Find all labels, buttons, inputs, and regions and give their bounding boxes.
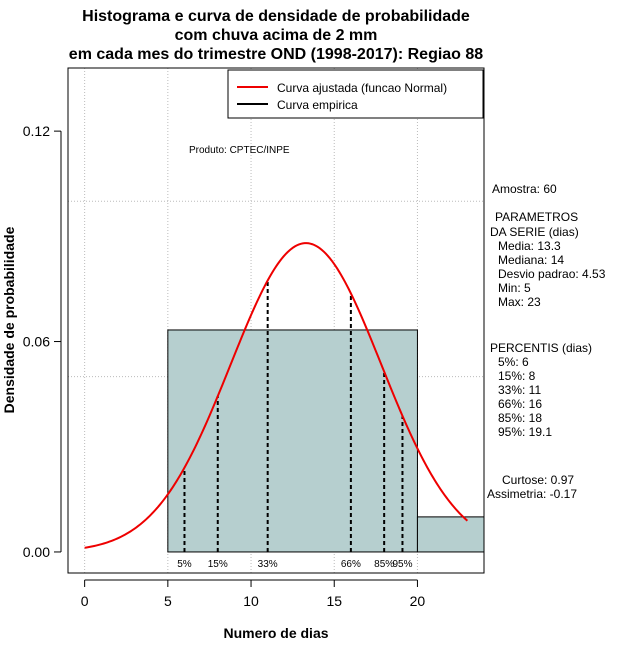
x-tick-label: 15 (326, 593, 342, 609)
param-item: Mediana: 14 (498, 253, 564, 267)
percentile-labels: 5% 15% 33% 66% 85%95% (177, 559, 412, 570)
x-tick-label: 0 (81, 593, 89, 609)
normal-curve (84, 242, 469, 549)
y-tick-label: 0.12 (23, 123, 50, 139)
x-tick-label: 5 (164, 593, 172, 609)
percentil-item: 66%: 16 (498, 397, 542, 411)
curtose: Curtose: 0.97 (502, 473, 574, 487)
params-subtitle: DA SERIE (dias) (490, 225, 579, 239)
percentis-title: PERCENTIS (dias) (490, 341, 592, 355)
y-tick-label: 0.06 (23, 334, 50, 350)
x-tick-label: 20 (410, 593, 426, 609)
param-item: Max: 23 (498, 295, 541, 309)
sample-size: Amostra: 60 (492, 182, 557, 196)
percentile-label: 66% (341, 559, 361, 570)
param-item: Min: 5 (498, 281, 531, 295)
x-tick-label: 10 (243, 593, 259, 609)
axes: 0 5 10 15 20 0.00 0.06 0.12 Numero de dias Densid… (1, 123, 425, 641)
legend-entry: Curva ajustada (funcao Normal) (277, 81, 447, 95)
param-item: Media: 13.3 (498, 239, 561, 253)
histogram-bars (167, 329, 485, 553)
param-item: Desvio padrao: 4.53 (498, 267, 606, 281)
percentil-item: 33%: 11 (498, 383, 541, 397)
percentil-item: 95%: 19.1 (498, 425, 552, 439)
percentile-label: 15% (208, 559, 228, 570)
percentil-item: 85%: 18 (498, 411, 542, 425)
legend: Curva ajustada (funcao Normal) Curva empi… (227, 69, 484, 119)
legend-entry: Curva empirica (277, 98, 358, 112)
title-line: com chuva acima de 2 mm (175, 27, 378, 44)
product-note: Produto: CPTEC/INPE (189, 145, 290, 156)
histogram-bar (167, 329, 418, 553)
plot-frame (67, 67, 485, 574)
percentil-item: 5%: 6 (498, 355, 529, 369)
y-axis-label: Densidade de probabilidade (1, 226, 17, 413)
percentile-label: 95% (392, 559, 412, 570)
normal-curve-line (84, 242, 469, 549)
percentile-label: 85% (374, 559, 394, 570)
assimetria: Assimetria: -0.17 (487, 487, 577, 501)
legend-box (227, 69, 484, 119)
percentile-label: 5% (177, 559, 192, 570)
histogram-bar (416, 516, 485, 553)
chart-title: Histograma e curva de densidade de proba… (69, 8, 484, 63)
params-title: PARAMETROS (495, 210, 578, 224)
percentile-label: 33% (258, 559, 278, 570)
title-line: em cada mes do trimestre OND (1998-2017)… (69, 46, 484, 63)
x-axis-label: Numero de dias (223, 625, 328, 641)
y-tick-label: 0.00 (23, 544, 50, 560)
percentile-lines (183, 280, 404, 552)
percentil-item: 15%: 8 (498, 369, 536, 383)
title-line: Histograma e curva de densidade de proba… (82, 8, 470, 25)
